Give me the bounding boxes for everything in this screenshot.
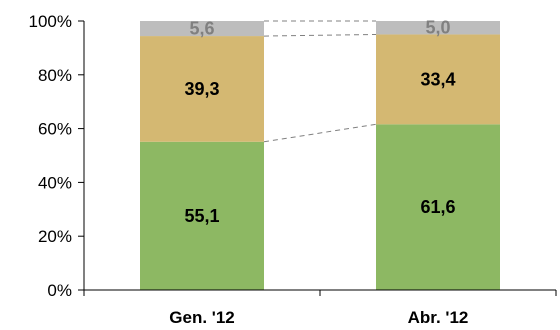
data-label-s1-c1: 33,4 (420, 69, 455, 89)
data-label-s1-c0: 39,3 (184, 79, 219, 99)
y-tick-label: 0% (47, 281, 72, 300)
bar-segment-s2-c0 (140, 21, 264, 37)
bar-data-labels: 55,1 61,6 39,3 33,4 5,6 5,0 (184, 18, 455, 226)
y-tick-label: 100% (29, 12, 72, 31)
y-tick-label: 40% (38, 173, 72, 192)
x-category-label: Abr. '12 (408, 308, 469, 327)
y-tick-label: 80% (38, 66, 72, 85)
data-label-s0-c0: 55,1 (184, 206, 219, 226)
y-tick-label: 20% (38, 227, 72, 246)
bar-segment-s0-c1 (376, 124, 500, 291)
data-label-s2-c1: 5,0 (425, 18, 450, 38)
bar-segment-s0-c0 (140, 141, 264, 290)
chart-axes (83, 21, 557, 296)
bar-segment-s2-c1 (376, 21, 500, 35)
x-category-label: Gen. '12 (169, 308, 234, 327)
y-axis-ticks: 0% 20% 40% 60% 80% 100% (29, 12, 84, 300)
data-label-s0-c1: 61,6 (420, 197, 455, 217)
data-label-s2-c0: 5,6 (189, 19, 214, 39)
bar-segment-s1-c1 (376, 34, 500, 125)
bar-segments (140, 21, 500, 291)
connector-line-s1 (263, 33, 377, 37)
connector-line-s0 (263, 123, 377, 143)
series-connector-lines (263, 20, 377, 143)
y-tick-label: 60% (38, 120, 72, 139)
bar-segment-s1-c0 (140, 36, 264, 142)
x-axis-category-labels: Gen. '12 Abr. '12 (169, 308, 468, 327)
